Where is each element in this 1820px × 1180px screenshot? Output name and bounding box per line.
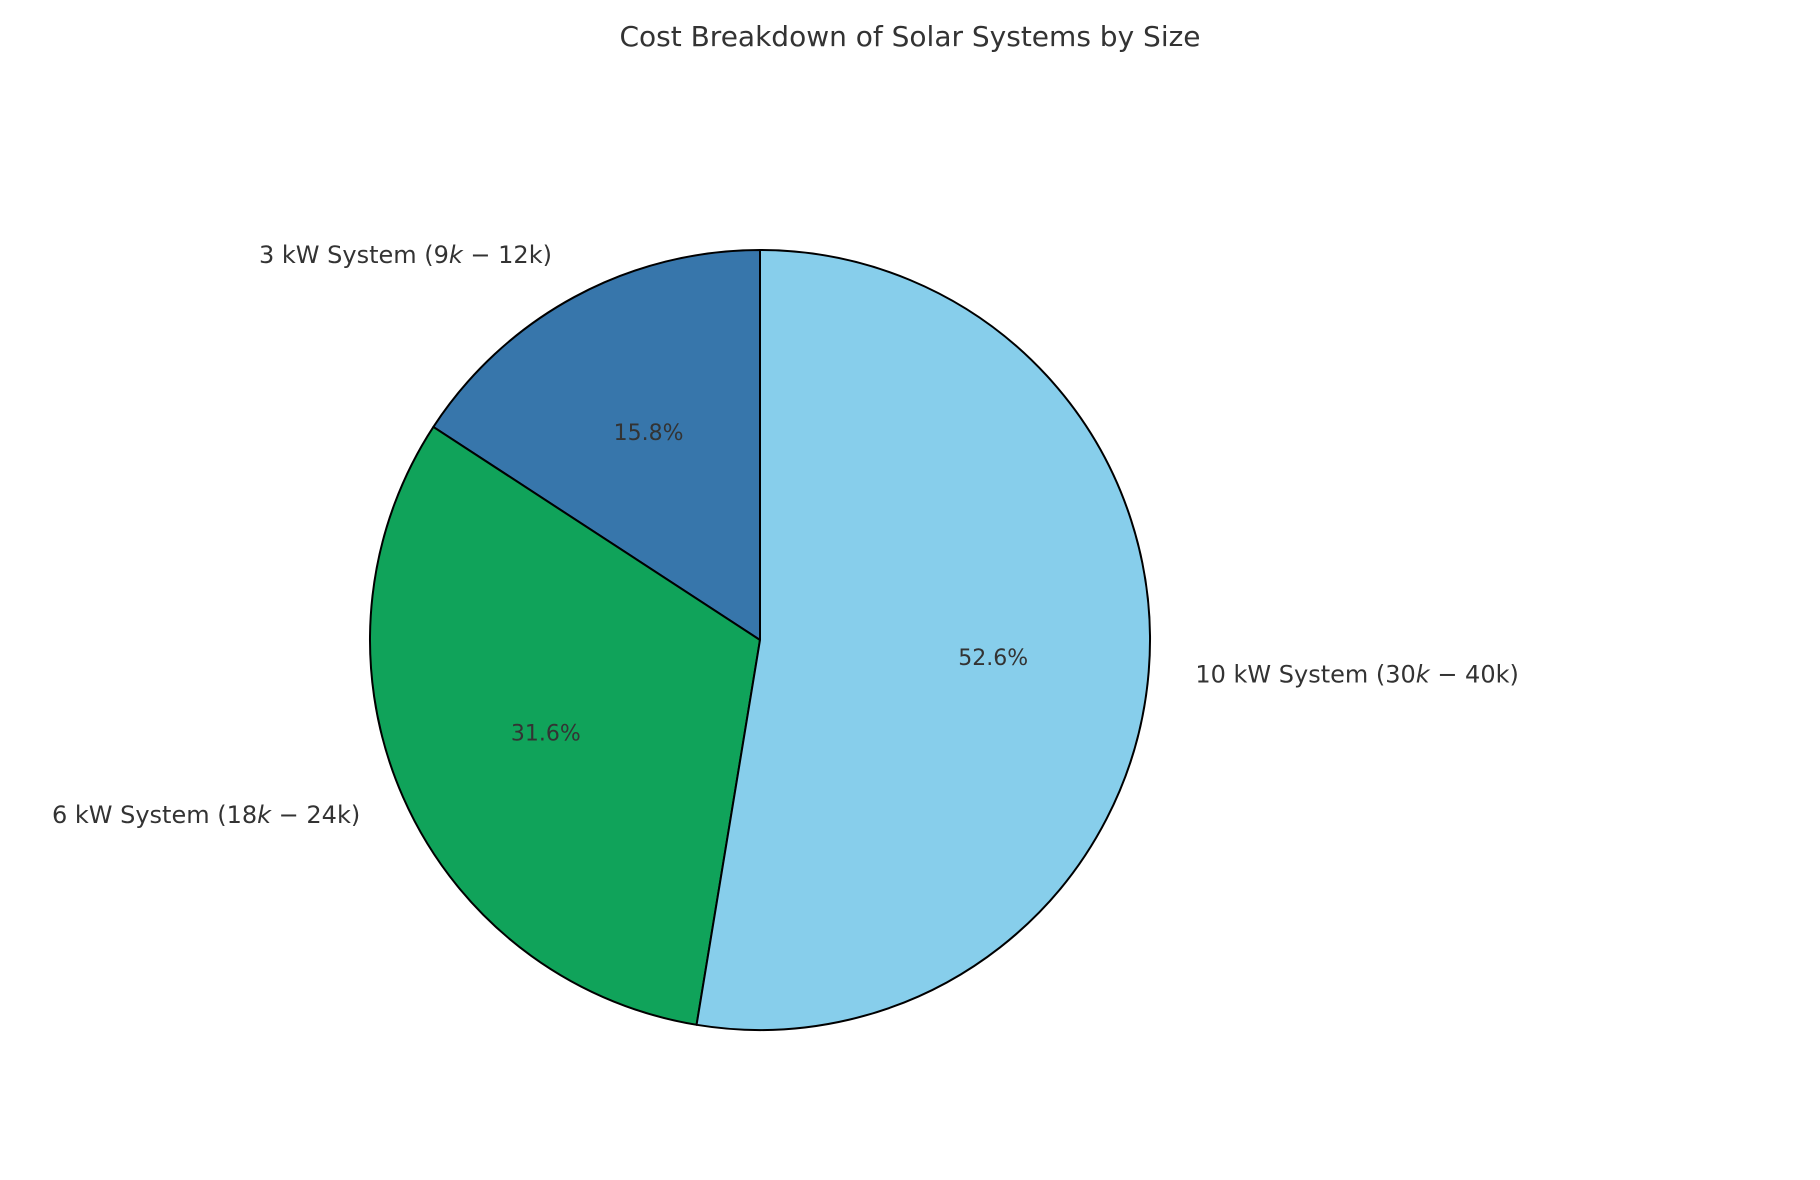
pie-slice-label: 10 kW System (30k − 40k) <box>1195 661 1519 689</box>
pie-pct-label: 15.8% <box>614 421 684 446</box>
pie-pct-label: 31.6% <box>511 721 581 746</box>
pie-pct-label: 52.6% <box>958 646 1028 671</box>
pie-chart-svg: 15.8% 3 kW System (9k − 12k) 31.6% 6 kW Sys… <box>0 0 1820 1180</box>
pie-slice-label: 3 kW System (9k − 12k) <box>259 241 552 269</box>
pie-slice <box>697 250 1150 1030</box>
pie-slice-label: 6 kW System (18k − 24k) <box>52 801 360 829</box>
chart-container: Cost Breakdown of Solar Systems by Size … <box>0 0 1820 1180</box>
